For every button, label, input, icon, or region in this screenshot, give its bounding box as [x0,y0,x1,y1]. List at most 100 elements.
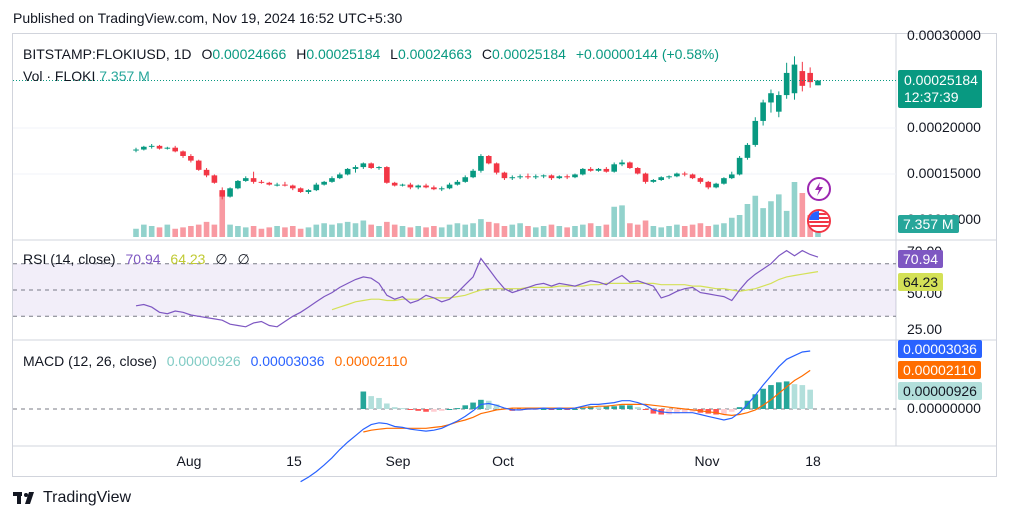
candle-body [352,167,359,169]
symbol-label[interactable]: BITSTAMP:FLOKIUSD, 1D [23,46,192,62]
volume-bar [540,226,547,237]
volume-bar [627,223,633,237]
macd-histogram-bar [470,402,476,409]
rsi-empty-2: ∅ [237,251,250,267]
volume-bar [337,223,343,237]
volume-bar [156,227,163,237]
candle-body [282,184,288,186]
volume-bar [242,227,249,237]
candle-body [705,181,712,188]
candle-body [148,145,155,147]
signal-badge: 0.00002110 [898,361,981,379]
volume-bar [454,223,461,237]
open-label: O [201,46,213,62]
volume-bar [321,223,327,237]
rsi-empty-1: ∅ [215,251,228,267]
volume-bar [485,221,492,237]
chart-frame[interactable] [12,33,997,477]
volume-bar [423,227,429,237]
macd-histogram-bar [807,389,813,409]
candle-body [344,168,351,175]
macd-histogram-bar [360,391,367,409]
volume-bar [799,193,806,237]
candle-body [368,163,374,168]
us-flag-icon[interactable] [807,209,831,233]
volume-bar [572,226,578,237]
volume-bar [619,205,625,237]
low-value: 0.00024663 [397,46,472,62]
macd-histogram-bar [619,405,625,409]
candle-body [681,173,688,175]
volume-bar [525,226,531,237]
candle-body [337,174,343,179]
candle-body [525,176,531,178]
close-label: C [481,46,492,62]
macd-histogram-bar [580,408,586,410]
published-caption: Published on TradingView.com, Nov 19, 20… [13,10,403,26]
volume-bar [164,224,171,237]
candle-body [697,178,704,182]
candle-body [141,146,147,150]
macd-histogram-bar [760,388,766,409]
volume-bar [493,223,500,237]
volume-label[interactable]: Vol · FLOKI [23,68,96,84]
x-tick: Oct [492,453,514,469]
macd-label[interactable]: MACD (12, 26, close) [23,353,157,369]
volume-bar [438,227,445,237]
volume-bar [172,228,178,237]
macd-histogram-bar [454,408,461,410]
macd-histogram-bar [611,406,617,409]
lightning-icon[interactable] [807,177,831,201]
rsi-label[interactable]: RSI (14, close) [23,251,116,267]
volume-badge: 7.357 M [898,215,959,233]
candle-body [180,151,186,156]
macd-histogram-bar [634,407,641,409]
macd-tick: 0.00000000 [907,400,981,416]
last-price-badge: 0.00025184 12:37:39 [898,70,982,108]
volume-bar [462,224,469,237]
candle-body [595,168,602,171]
volume-bar [752,195,759,237]
candle-body [501,172,508,179]
macd-histogram-bar [407,409,414,410]
volume-bar [227,224,233,237]
tradingview-footer[interactable]: TradingView [13,489,131,507]
volume-bar [595,226,602,237]
candle-body [603,168,610,172]
volume-bar [681,226,688,237]
volume-bar [407,227,414,237]
rsi-tick: 25.00 [907,321,943,337]
candle-body [156,145,163,149]
macd-histogram-bar [438,409,445,411]
volume-bar [713,224,719,237]
macd-histogram-bar [666,409,672,415]
volume-bar [728,217,735,237]
bar-countdown: 12:37:39 [904,89,959,105]
rsi-badge: 70.94 [898,250,944,268]
macd-histogram-bar [399,408,406,410]
rsi-ma-badge: 64.23 [898,273,944,291]
candle-body [564,176,570,178]
candle-body [133,149,139,151]
candle-body [431,187,437,190]
volume-bar [250,226,257,237]
macd-histogram-bar [799,385,806,409]
macd-histogram-bar [603,406,610,409]
macd-histogram-bar [595,407,602,409]
macd-histogram-bar [752,394,759,409]
macd-badge: 0.00003036 [898,340,982,358]
volume-bar [368,224,374,237]
volume-bar [478,219,484,237]
macd-histogram-bar [368,396,374,409]
candle-body [627,162,633,168]
volume-bar [266,227,273,237]
macd-histogram-bar [791,384,798,409]
volume-bar [188,226,194,237]
volume-bar [282,227,288,237]
candle-body [321,181,327,185]
tradingview-logo-icon [13,492,34,504]
candle-body [548,175,555,179]
candle-body [736,157,743,175]
rsi-value: 70.94 [125,251,161,267]
macd-histogram-bar [650,409,657,414]
